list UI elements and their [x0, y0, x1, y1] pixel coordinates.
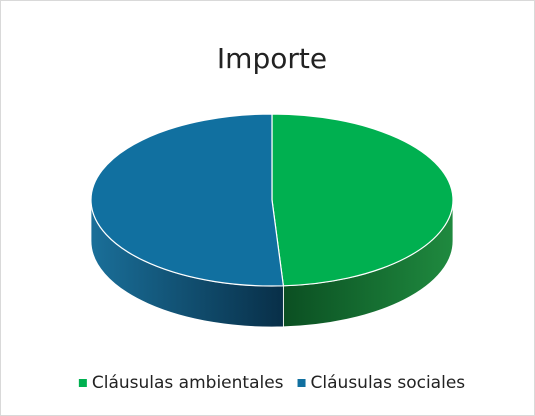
pie-slice [90, 113, 285, 287]
legend-swatch [297, 379, 306, 387]
legend: Cláusulas ambientales Cláusulas sociales [78, 373, 466, 393]
chart-title: Importe [217, 42, 327, 75]
pie-slice [271, 113, 454, 287]
legend-label: Cláusulas sociales [311, 373, 466, 393]
legend-label: Cláusulas ambientales [92, 373, 284, 393]
legend-swatch [78, 379, 87, 387]
pie [90, 113, 454, 328]
